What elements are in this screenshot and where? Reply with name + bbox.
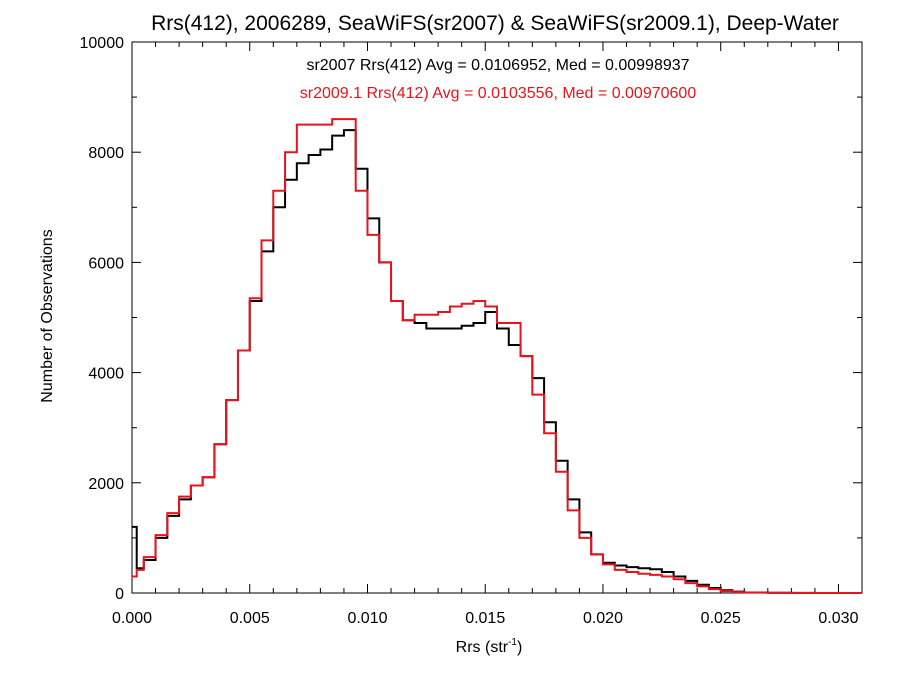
y-tick-label: 0 bbox=[115, 586, 124, 603]
x-axis-label: Rrs (str-1) bbox=[456, 637, 523, 656]
y-tick-label: 8000 bbox=[88, 145, 124, 162]
annotation-sr2007: sr2007 Rrs(412) Avg = 0.0106952, Med = 0… bbox=[306, 57, 689, 74]
y-tick-label: 4000 bbox=[88, 366, 124, 383]
x-axis-label-main: Rrs (str bbox=[456, 639, 509, 656]
series-1-histogram-line bbox=[132, 118, 862, 594]
y-axis: 0 2000 4000 6000 8000 10000 bbox=[80, 35, 862, 603]
x-axis: 0.000 0.005 0.010 0.015 0.020 0.025 0.030 bbox=[112, 42, 859, 627]
annotation-sr2009: sr2009.1 Rrs(412) Avg = 0.0103556, Med =… bbox=[300, 85, 697, 102]
chart-title: Rrs(412), 2006289, SeaWiFS(sr2007) & Sea… bbox=[151, 12, 839, 35]
x-tick-label: 0.015 bbox=[465, 610, 505, 627]
y-axis-label: Number of Observations bbox=[39, 229, 56, 402]
y-tick-label: 10000 bbox=[80, 35, 125, 52]
x-axis-label-superscript: -1 bbox=[508, 637, 517, 648]
x-tick-label: 0.020 bbox=[583, 610, 623, 627]
series-layer bbox=[132, 118, 862, 594]
x-axis-label-close: ) bbox=[517, 639, 522, 656]
y-tick-label: 6000 bbox=[88, 255, 124, 272]
x-tick-label: 0.010 bbox=[347, 610, 387, 627]
x-tick-label: 0.005 bbox=[230, 610, 270, 627]
y-tick-label: 2000 bbox=[88, 476, 124, 493]
x-tick-label: 0.030 bbox=[818, 610, 858, 627]
x-tick-label: 0.000 bbox=[112, 610, 152, 627]
series-0-histogram-line bbox=[132, 129, 862, 594]
x-tick-label: 0.025 bbox=[701, 610, 741, 627]
